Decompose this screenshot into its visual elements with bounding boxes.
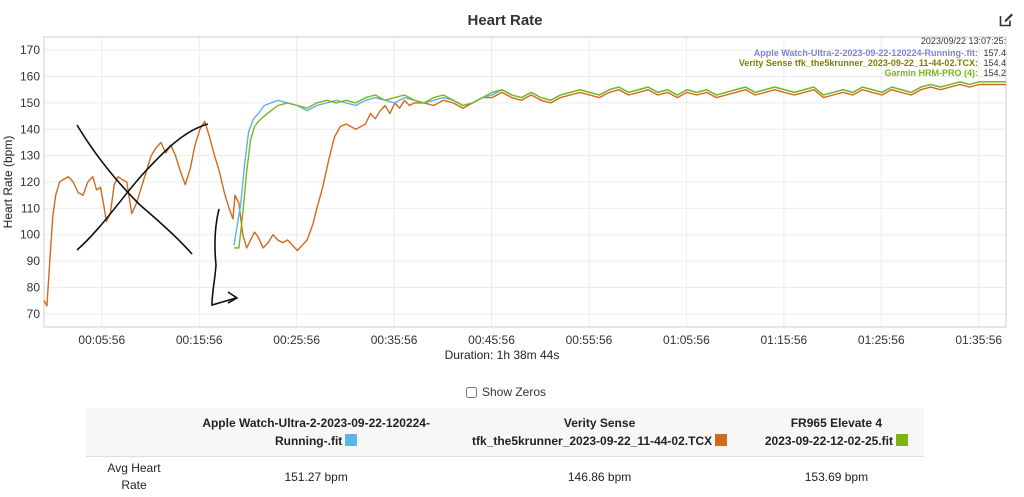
grid-lines: [44, 37, 1006, 327]
tooltip-row: Garmin HRM-PRO (4): 154.2: [884, 68, 1006, 78]
summary-cell: 151.27 bpm: [182, 457, 450, 497]
summary-table: Apple Watch-Ultra-2-2023-09-22-120224- R…: [86, 408, 924, 497]
show-zeros-checkbox[interactable]: [466, 387, 477, 398]
tooltip-row: Apple Watch-Ultra-2-2023-09-22-120224-Ru…: [754, 48, 1006, 58]
summary-column-header: Verity Sense tfk_the5krunner_2023-09-22_…: [450, 408, 749, 457]
y-tick-label: 90: [27, 254, 41, 268]
annotation-arrow-stroke: [212, 209, 236, 305]
tooltip-timestamp: 2023/09/22 13:07:25:: [921, 36, 1006, 46]
x-tick-label: 00:25:56: [273, 333, 320, 347]
summary-header-row: Apple Watch-Ultra-2-2023-09-22-120224- R…: [86, 408, 924, 457]
annotation-arrow-head: [228, 292, 237, 303]
series-lines: [44, 82, 1006, 306]
x-tick-label: 00:05:56: [78, 333, 125, 347]
y-tick-label: 100: [20, 228, 40, 242]
tooltip-row-label: Verity Sense tfk_the5krunner_2023-09-22_…: [739, 58, 978, 68]
series-line: [234, 82, 1006, 246]
hover-tooltip: 2023/09/22 13:07:25: Apple Watch-Ultra-2…: [739, 36, 1006, 78]
y-tick-label: 80: [27, 280, 41, 294]
y-tick-label: 160: [20, 70, 40, 84]
x-tick-label: 01:15:56: [760, 333, 807, 347]
x-tick-label: 00:15:56: [176, 333, 223, 347]
column-name-line2: tfk_the5krunner_2023-09-22_11-44-02.TCX: [472, 434, 712, 448]
column-name-line2: Running-.fit: [275, 434, 342, 448]
y-tick-label: 150: [20, 96, 40, 110]
heart-rate-chart: Heart Rate 70 80 90 100 110 120 130 140 150 160 17…: [0, 0, 1024, 370]
column-name-line1: FR965 Elevate 4: [791, 416, 882, 430]
chart-title: Heart Rate: [467, 12, 542, 29]
x-tick-label: 00:55:56: [566, 333, 613, 347]
y-tick-label: 70: [27, 307, 41, 321]
summary-cell: 146.86 bpm: [450, 457, 749, 497]
summary-header-empty: [86, 408, 182, 457]
summary-column-header: FR965 Elevate 4 2023-09-22-12-02-25.fit: [749, 408, 924, 457]
tooltip-row-label: Apple Watch-Ultra-2-2023-09-22-120224-Ru…: [754, 48, 978, 58]
tooltip-row-label: Garmin HRM-PRO (4):: [884, 68, 978, 78]
series-color-swatch: [345, 434, 357, 446]
tooltip-row-value: 154.4: [983, 58, 1006, 68]
series-line: [234, 82, 1006, 248]
summary-column-header: Apple Watch-Ultra-2-2023-09-22-120224- R…: [182, 408, 450, 457]
y-axis-label: Heart Rate (bpm): [1, 136, 15, 229]
series-color-swatch: [715, 434, 727, 446]
series-color-swatch: [896, 434, 908, 446]
column-name-line1: Verity Sense: [564, 416, 635, 430]
y-tick-label: 120: [20, 175, 40, 189]
column-name-line2: 2023-09-22-12-02-25.fit: [765, 434, 893, 448]
y-tick-label: 130: [20, 149, 40, 163]
y-tick-label: 110: [21, 201, 40, 215]
axis-ticks: 70 80 90 100 110 120 130 140 150 160 170 00:05:56 00…: [20, 43, 1002, 347]
row-label: Avg Heart Rate: [86, 457, 182, 497]
edit-icon[interactable]: [998, 12, 1014, 28]
x-tick-label: 01:05:56: [663, 333, 710, 347]
x-axis-label: Duration: 1h 38m 44s: [445, 348, 560, 362]
summary-row: Avg Heart Rate 151.27 bpm 146.86 bpm 153…: [86, 457, 924, 497]
column-name-line1: Apple Watch-Ultra-2-2023-09-22-120224-: [202, 416, 430, 430]
show-zeros-label: Show Zeros: [482, 385, 546, 399]
show-zeros-toggle[interactable]: Show Zeros: [466, 385, 546, 399]
y-tick-label: 140: [20, 122, 40, 136]
annotation-cross-stroke-2: [77, 124, 208, 250]
x-tick-label: 00:45:56: [468, 333, 515, 347]
tooltip-row-value: 157.4: [983, 48, 1006, 58]
x-tick-label: 01:35:56: [955, 333, 1002, 347]
series-line: [44, 85, 1006, 306]
tooltip-row-value: 154.2: [983, 68, 1006, 78]
x-tick-label: 01:25:56: [858, 333, 905, 347]
y-tick-label: 170: [20, 43, 40, 57]
summary-cell: 153.69 bpm: [749, 457, 924, 497]
tooltip-row: Verity Sense tfk_the5krunner_2023-09-22_…: [739, 58, 1006, 68]
x-tick-label: 00:35:56: [371, 333, 418, 347]
